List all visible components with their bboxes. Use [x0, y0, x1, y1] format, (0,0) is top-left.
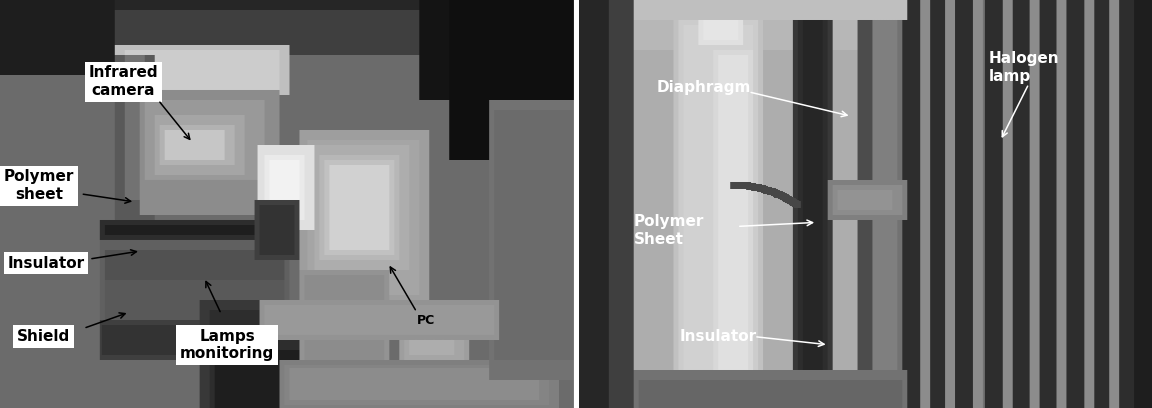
- Text: Polymer
sheet: Polymer sheet: [3, 169, 74, 202]
- Text: Insulator: Insulator: [680, 329, 757, 344]
- Text: Infrared
camera: Infrared camera: [89, 65, 159, 98]
- Text: Lamps
monitoring: Lamps monitoring: [180, 328, 274, 361]
- Text: Insulator: Insulator: [7, 256, 84, 271]
- Text: Polymer
Sheet: Polymer Sheet: [634, 214, 704, 247]
- Text: Diaphragm: Diaphragm: [657, 80, 751, 95]
- Text: Shield: Shield: [16, 329, 70, 344]
- Text: PC: PC: [417, 314, 435, 327]
- Text: Halogen
lamp: Halogen lamp: [988, 51, 1060, 84]
